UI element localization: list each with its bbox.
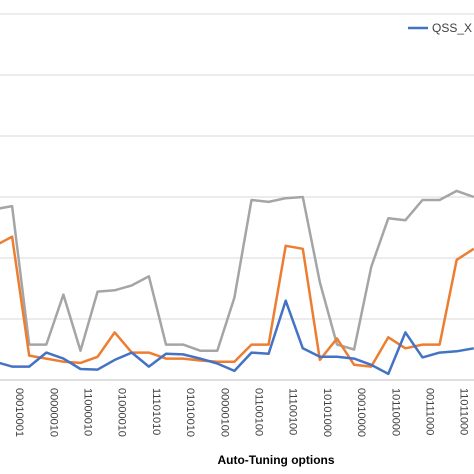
- gridlines: [0, 13, 474, 381]
- series-line-3: [0, 189, 474, 352]
- x-tick-label: 10110000: [389, 388, 401, 436]
- x-axis-title: Auto-Tuning options: [217, 453, 334, 467]
- x-tick-label: 11011000: [458, 388, 470, 435]
- x-tick-label: 01100100: [253, 388, 265, 436]
- x-tick-label: 00000100: [218, 388, 230, 437]
- x-tick-label: 11000010: [82, 388, 94, 436]
- x-tick-label: 01010010: [184, 388, 196, 437]
- x-tick-labels: 00010001 00000010 11000010 01000010 11101010…: [13, 388, 470, 437]
- x-tick-label: 00010001: [13, 388, 25, 437]
- series-line-1: [0, 299, 474, 376]
- x-tick-label: 11101010: [150, 388, 162, 435]
- x-tick-label: 11100100: [287, 388, 299, 435]
- x-tick-label: 00000010: [47, 388, 59, 437]
- series-line-2: [0, 235, 474, 368]
- legend: QSS_X: [408, 21, 472, 35]
- x-tick-label: 10101000: [321, 388, 333, 437]
- x-tick-label: 00111000: [424, 388, 436, 435]
- legend-label-qss-x: QSS_X: [432, 21, 472, 35]
- x-tick-label: 00010000: [355, 388, 367, 437]
- x-tick-label: 01000010: [116, 388, 128, 437]
- series-layer: [0, 189, 474, 376]
